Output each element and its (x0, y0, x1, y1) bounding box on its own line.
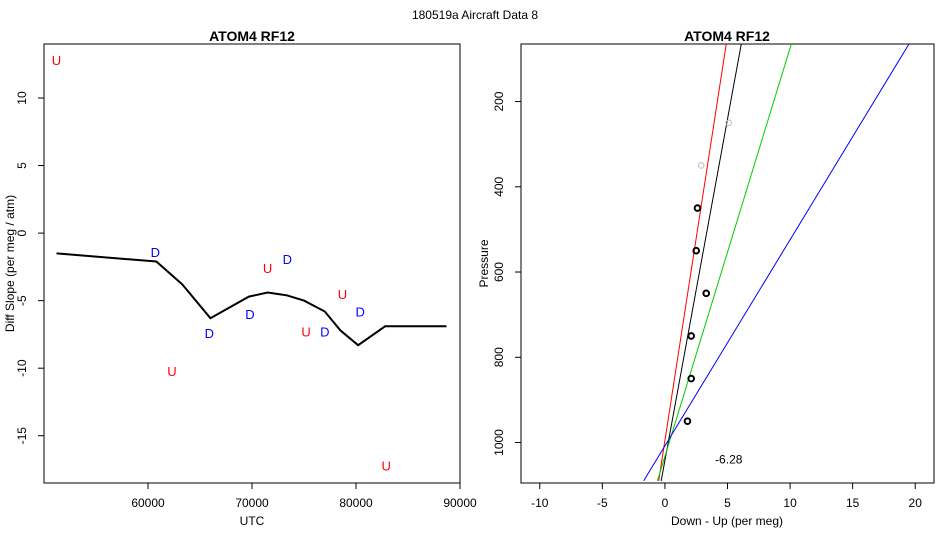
data-point (692, 246, 701, 255)
down-marker: D (245, 307, 254, 322)
right-x-tick-label: 10 (783, 496, 797, 510)
right-y-tick-label: 1000 (492, 429, 506, 456)
right-y-tick-label: 800 (492, 347, 506, 367)
slope-annotation: -6.28 (715, 453, 743, 467)
left-y-tick-label: -10 (15, 359, 29, 377)
down-marker: D (320, 325, 329, 340)
left-xlabel: UTC (240, 514, 265, 528)
green-fit-line (656, 44, 792, 482)
right-y-ticks: 200 400 600 800 1000 (492, 91, 521, 456)
right-plot-frame (520, 43, 935, 484)
right-x-tick-label: -10 (531, 496, 549, 510)
left-panel: ATOM4 RF12 UTC Diff Slope (per meg / atm… (3, 28, 477, 528)
left-title: ATOM4 RF12 (209, 28, 295, 44)
right-x-tick-label: 20 (909, 496, 923, 510)
up-marker: U (52, 53, 61, 68)
left-x-tick-label: 80000 (339, 496, 373, 510)
right-x-tick-label: 5 (724, 496, 731, 510)
right-xlabel: Down - Up (per meg) (671, 514, 783, 528)
data-point (702, 289, 711, 298)
right-title: ATOM4 RF12 (684, 28, 770, 44)
data-point (693, 204, 702, 212)
right-x-tick-label: 15 (846, 496, 860, 510)
right-panel: ATOM4 RF12 Down - Up (per meg) Pressure … (477, 28, 935, 528)
left-x-tick-label: 90000 (443, 496, 477, 510)
red-fit-line (658, 44, 727, 481)
scatter-points (683, 119, 733, 425)
right-y-tick-label: 400 (492, 176, 506, 196)
left-ylabel: Diff Slope (per meg / atm) (3, 195, 17, 332)
data-point (687, 374, 696, 383)
down-marker: D (283, 252, 292, 267)
up-marker: U (263, 261, 272, 276)
down-marker: D (151, 245, 160, 260)
diff-slope-line (56, 252, 447, 347)
right-x-tick-label: -5 (597, 496, 608, 510)
left-y-tick-label: 10 (15, 91, 29, 105)
right-ylabel: Pressure (477, 239, 491, 287)
right-y-tick-label: 600 (492, 262, 506, 282)
left-y-ticks: -15 -10 -5 0 5 10 (15, 91, 44, 444)
data-point (687, 332, 696, 340)
blue-fit-line (643, 44, 910, 482)
down-marker: D (355, 304, 364, 319)
left-x-ticks: 60000 70000 80000 90000 (131, 483, 477, 510)
grey-data-point (725, 119, 733, 127)
up-marker: U (301, 325, 310, 340)
left-y-tick-label: 0 (15, 229, 29, 236)
up-marker: U (167, 364, 176, 379)
right-y-tick-label: 200 (492, 91, 506, 111)
fit-lines (643, 44, 910, 482)
left-y-tick-label: 5 (15, 162, 29, 169)
grey-data-point (697, 162, 705, 169)
down-marker: D (205, 326, 214, 341)
right-x-tick-label: 0 (662, 496, 669, 510)
figure-title: 180519a Aircraft Data 8 (412, 8, 538, 22)
left-x-tick-label: 70000 (235, 496, 269, 510)
left-y-tick-label: -5 (15, 295, 29, 306)
left-x-tick-label: 60000 (131, 496, 165, 510)
up-marker: U (381, 458, 390, 473)
left-plot-frame (43, 43, 461, 484)
up-marker: U (338, 287, 347, 302)
right-x-ticks: -10 -5 0 5 10 15 20 (531, 483, 922, 510)
data-point (683, 417, 692, 425)
black-fit-line (660, 44, 742, 481)
left-y-tick-label: -15 (15, 427, 29, 445)
